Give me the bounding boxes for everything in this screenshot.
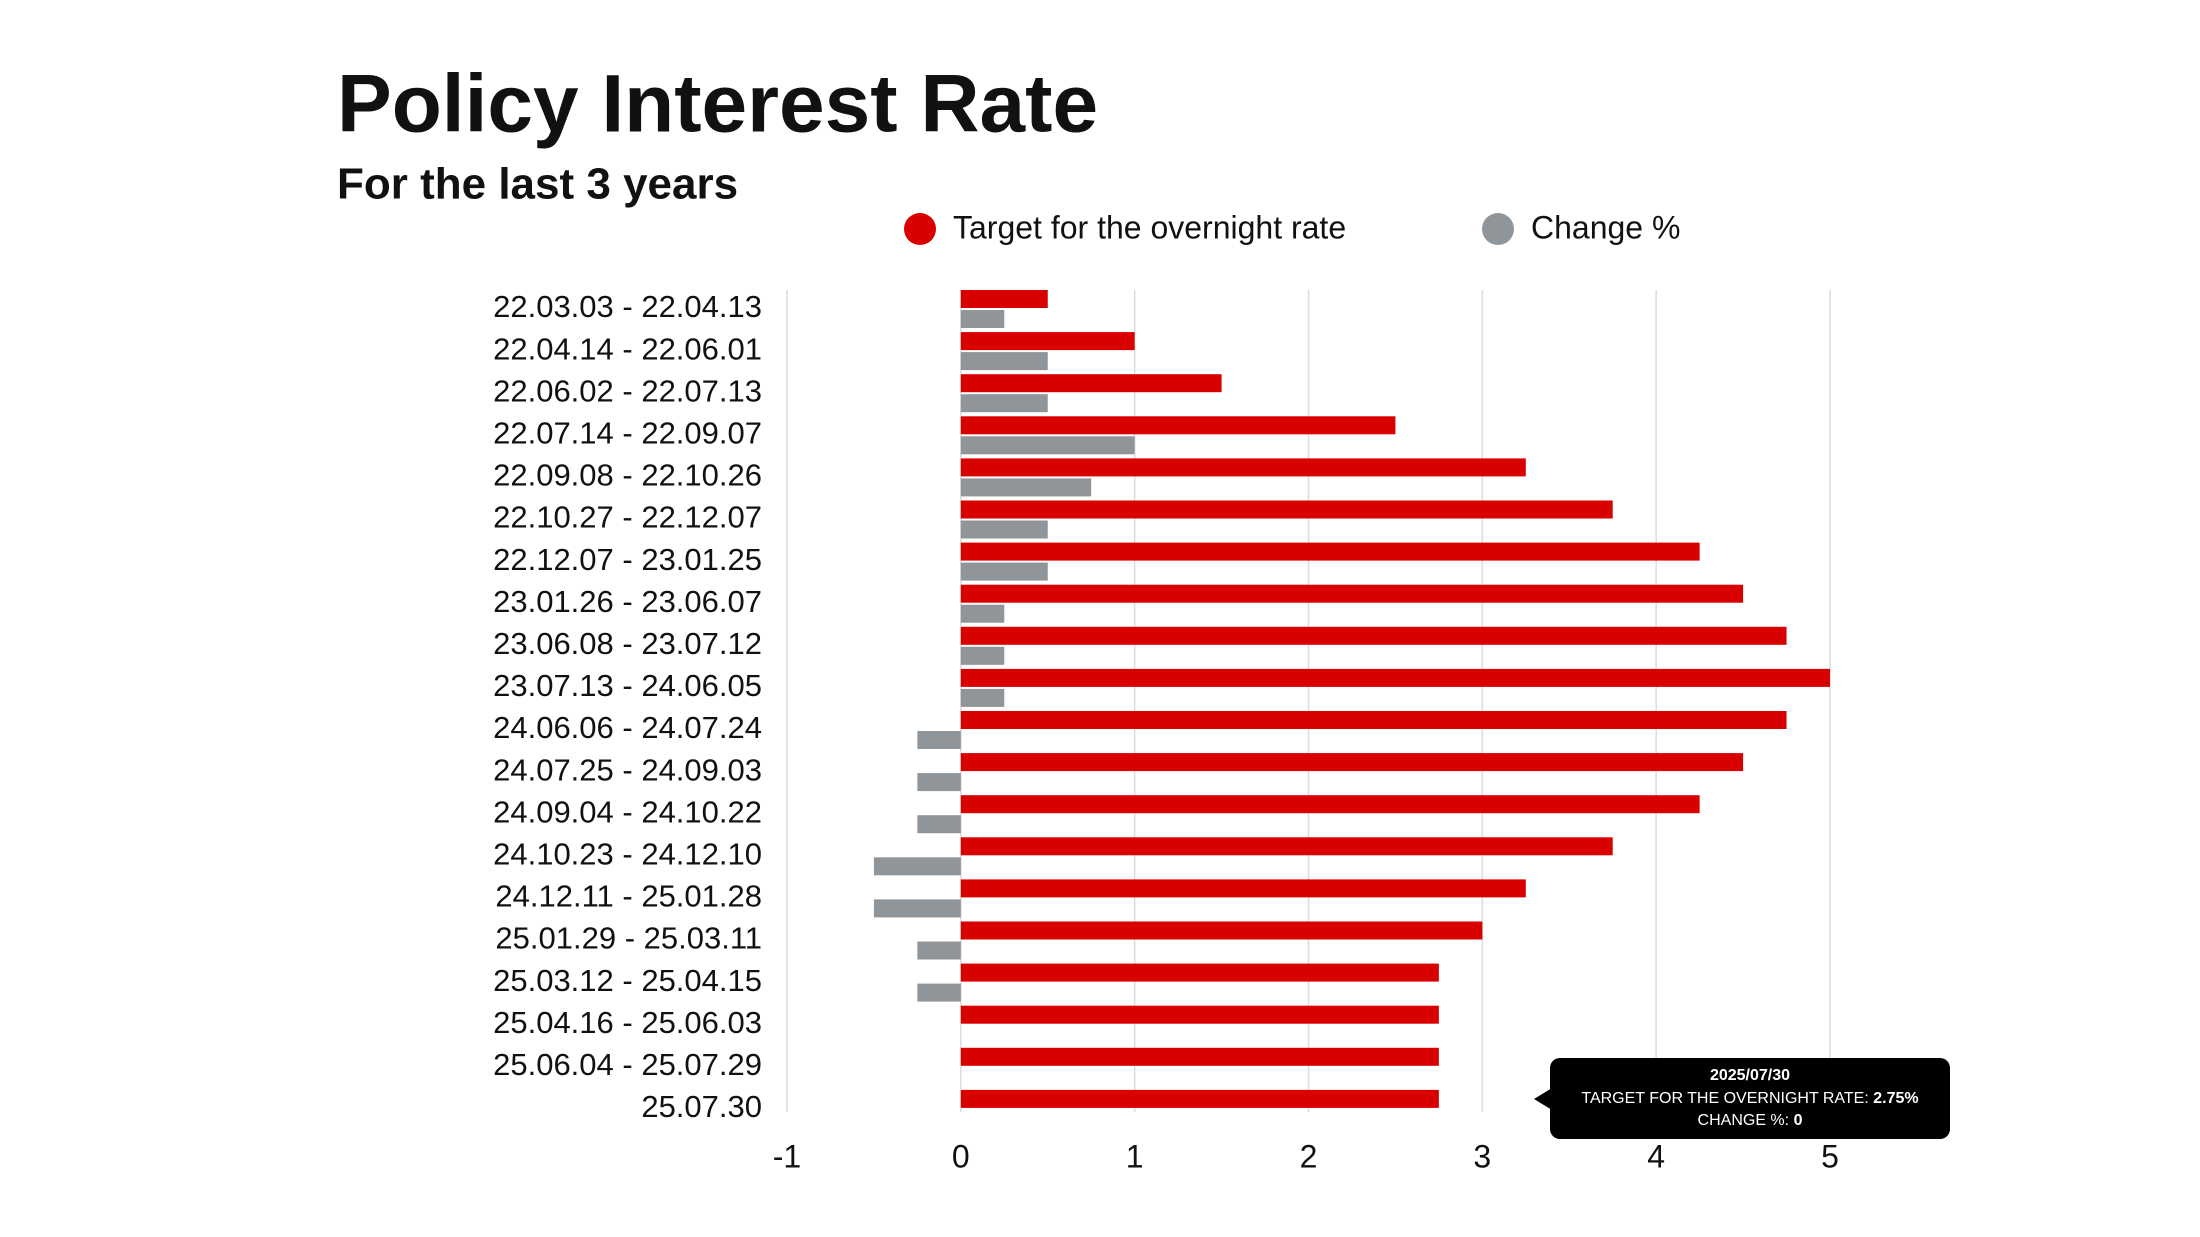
bar — [873, 899, 961, 918]
y-tick-label: 25.06.04 - 25.07.29 — [493, 1047, 762, 1082]
x-tick-label: 3 — [1473, 1138, 1491, 1174]
tooltip-label: CHANGE %: — [1698, 1112, 1790, 1129]
y-tick-label: 22.03.03 - 22.04.13 — [493, 289, 762, 324]
y-tick-label: 22.10.27 - 22.12.07 — [493, 500, 762, 535]
bar — [917, 983, 961, 1002]
bar — [960, 394, 1048, 413]
tooltip-line: TARGET FOR THE OVERNIGHT RATE: 2.75% — [1581, 1090, 1918, 1107]
bar — [960, 963, 1439, 982]
x-tick-label: 0 — [952, 1138, 970, 1174]
labels: -1 0 1 2 3 4 5 22.03.03 - 22.04.13 22.04.14 - 22… — [493, 289, 1839, 1174]
bar — [960, 921, 1483, 940]
y-tick-label: 22.07.14 - 22.09.07 — [493, 415, 762, 450]
bar — [917, 941, 961, 960]
bar — [960, 310, 1005, 328]
tooltip-arrow — [1534, 1088, 1552, 1110]
chart-title: Policy Interest Rate — [337, 59, 1098, 150]
bar — [960, 668, 1830, 687]
bar — [960, 436, 1135, 455]
bar — [960, 520, 1048, 539]
bar — [960, 374, 1222, 393]
bar — [960, 688, 1005, 707]
bar — [960, 795, 1700, 814]
x-tick-label: 2 — [1300, 1138, 1318, 1174]
y-tick-label: 23.01.26 - 23.06.07 — [493, 584, 762, 619]
bar — [960, 290, 1048, 308]
bar — [960, 646, 1005, 665]
tooltip-value: 2.75% — [1873, 1090, 1918, 1107]
legend-label: Change % — [1531, 209, 1680, 245]
y-tick-label: 22.12.07 - 23.01.25 — [493, 542, 762, 577]
y-tick-label: 24.06.06 - 24.07.24 — [493, 710, 762, 745]
bar — [960, 478, 1092, 497]
x-tick-label: 1 — [1126, 1138, 1144, 1174]
bar — [960, 604, 1005, 623]
bar — [960, 837, 1613, 856]
bar — [960, 1047, 1439, 1066]
y-tick-label: 23.06.08 - 23.07.12 — [493, 626, 762, 661]
y-tick-label: 22.06.02 - 22.07.13 — [493, 373, 762, 408]
bar — [960, 542, 1700, 561]
y-tick-label: 22.09.08 - 22.10.26 — [493, 458, 762, 493]
legend-label: Target for the overnight rate — [953, 209, 1346, 245]
bar — [960, 458, 1526, 477]
bar — [960, 753, 1744, 772]
bar — [960, 1089, 1439, 1108]
tooltip-title: 2025/07/30 — [1710, 1067, 1790, 1084]
bar — [917, 815, 961, 834]
chart-subtitle: For the last 3 years — [337, 160, 738, 209]
y-tick-label: 24.07.25 - 24.09.03 — [493, 752, 762, 787]
tooltip: 2025/07/30 TARGET FOR THE OVERNIGHT RATE… — [1534, 1058, 1950, 1139]
legend-marker — [904, 213, 936, 245]
y-tick-label: 25.07.30 — [641, 1089, 762, 1124]
bar — [960, 352, 1048, 371]
bar — [960, 626, 1787, 645]
tooltip-box — [1550, 1058, 1950, 1139]
y-tick-label: 25.04.16 - 25.06.03 — [493, 1005, 762, 1040]
y-tick-label: 24.09.04 - 24.10.22 — [493, 794, 762, 829]
y-tick-label: 25.01.29 - 25.03.11 — [495, 921, 762, 956]
tooltip-line: CHANGE %: 0 — [1698, 1112, 1803, 1129]
bar — [960, 500, 1613, 519]
bar — [960, 584, 1744, 603]
bar — [960, 1005, 1439, 1024]
y-tick-label: 24.12.11 - 25.01.28 — [495, 879, 762, 914]
bar — [917, 731, 961, 749]
tooltip-value: 0 — [1794, 1112, 1803, 1129]
bar — [960, 332, 1135, 351]
y-tick-label: 24.10.23 - 24.12.10 — [493, 836, 762, 871]
y-tick-label: 22.04.14 - 22.06.01 — [493, 331, 762, 366]
bar — [873, 857, 961, 876]
y-tick-label: 23.07.13 - 24.06.05 — [493, 668, 762, 703]
bar — [960, 416, 1396, 435]
y-tick-label: 25.03.12 - 25.04.15 — [493, 963, 762, 998]
bar — [960, 879, 1526, 898]
bars — [873, 290, 1830, 1108]
bar — [917, 773, 961, 792]
tooltip-label: TARGET FOR THE OVERNIGHT RATE: — [1581, 1090, 1868, 1107]
legend-marker — [1482, 213, 1514, 245]
x-tick-label: 4 — [1647, 1138, 1665, 1174]
bar — [960, 562, 1048, 581]
legend: Target for the overnight rate Change % — [904, 209, 1680, 245]
x-tick-label: 5 — [1821, 1138, 1839, 1174]
bar — [960, 711, 1787, 729]
x-tick-label: -1 — [773, 1138, 801, 1174]
